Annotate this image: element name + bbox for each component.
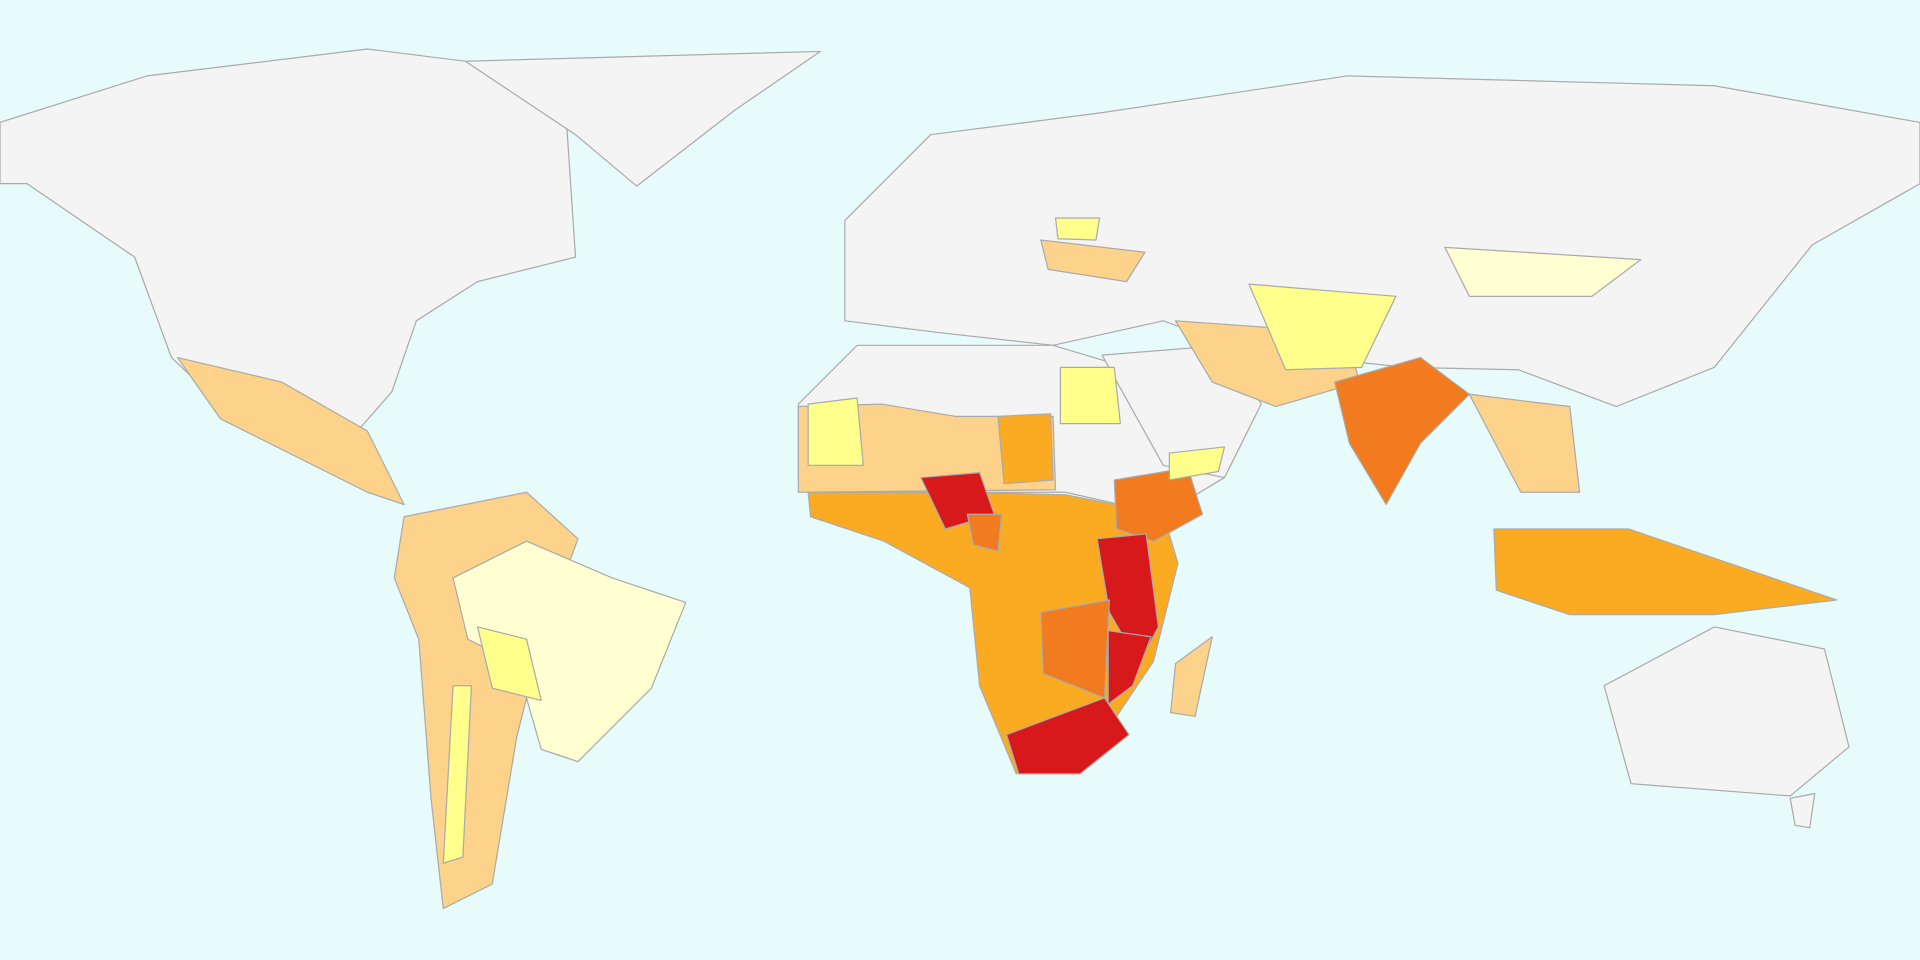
central-asia [1248, 283, 1397, 371]
australia [1603, 626, 1850, 797]
sahel [797, 403, 1057, 493]
yemen [1168, 446, 1226, 481]
south-africa [1005, 697, 1130, 775]
southeast-asia [1468, 393, 1581, 493]
mongolia [1444, 246, 1642, 297]
belarus [1054, 217, 1101, 241]
madagascar [1170, 636, 1213, 717]
chad [997, 413, 1054, 485]
greenland [464, 50, 822, 187]
indonesia [1493, 528, 1838, 616]
cameroon [966, 513, 1003, 552]
mexico-central-america [176, 356, 405, 506]
mauritania [807, 397, 864, 466]
chile [442, 685, 473, 864]
mozambique [1107, 630, 1152, 705]
ukraine [1040, 239, 1146, 283]
india [1334, 356, 1471, 506]
egypt [1059, 366, 1122, 425]
bolivia [476, 626, 542, 702]
new-zealand [1789, 792, 1816, 829]
